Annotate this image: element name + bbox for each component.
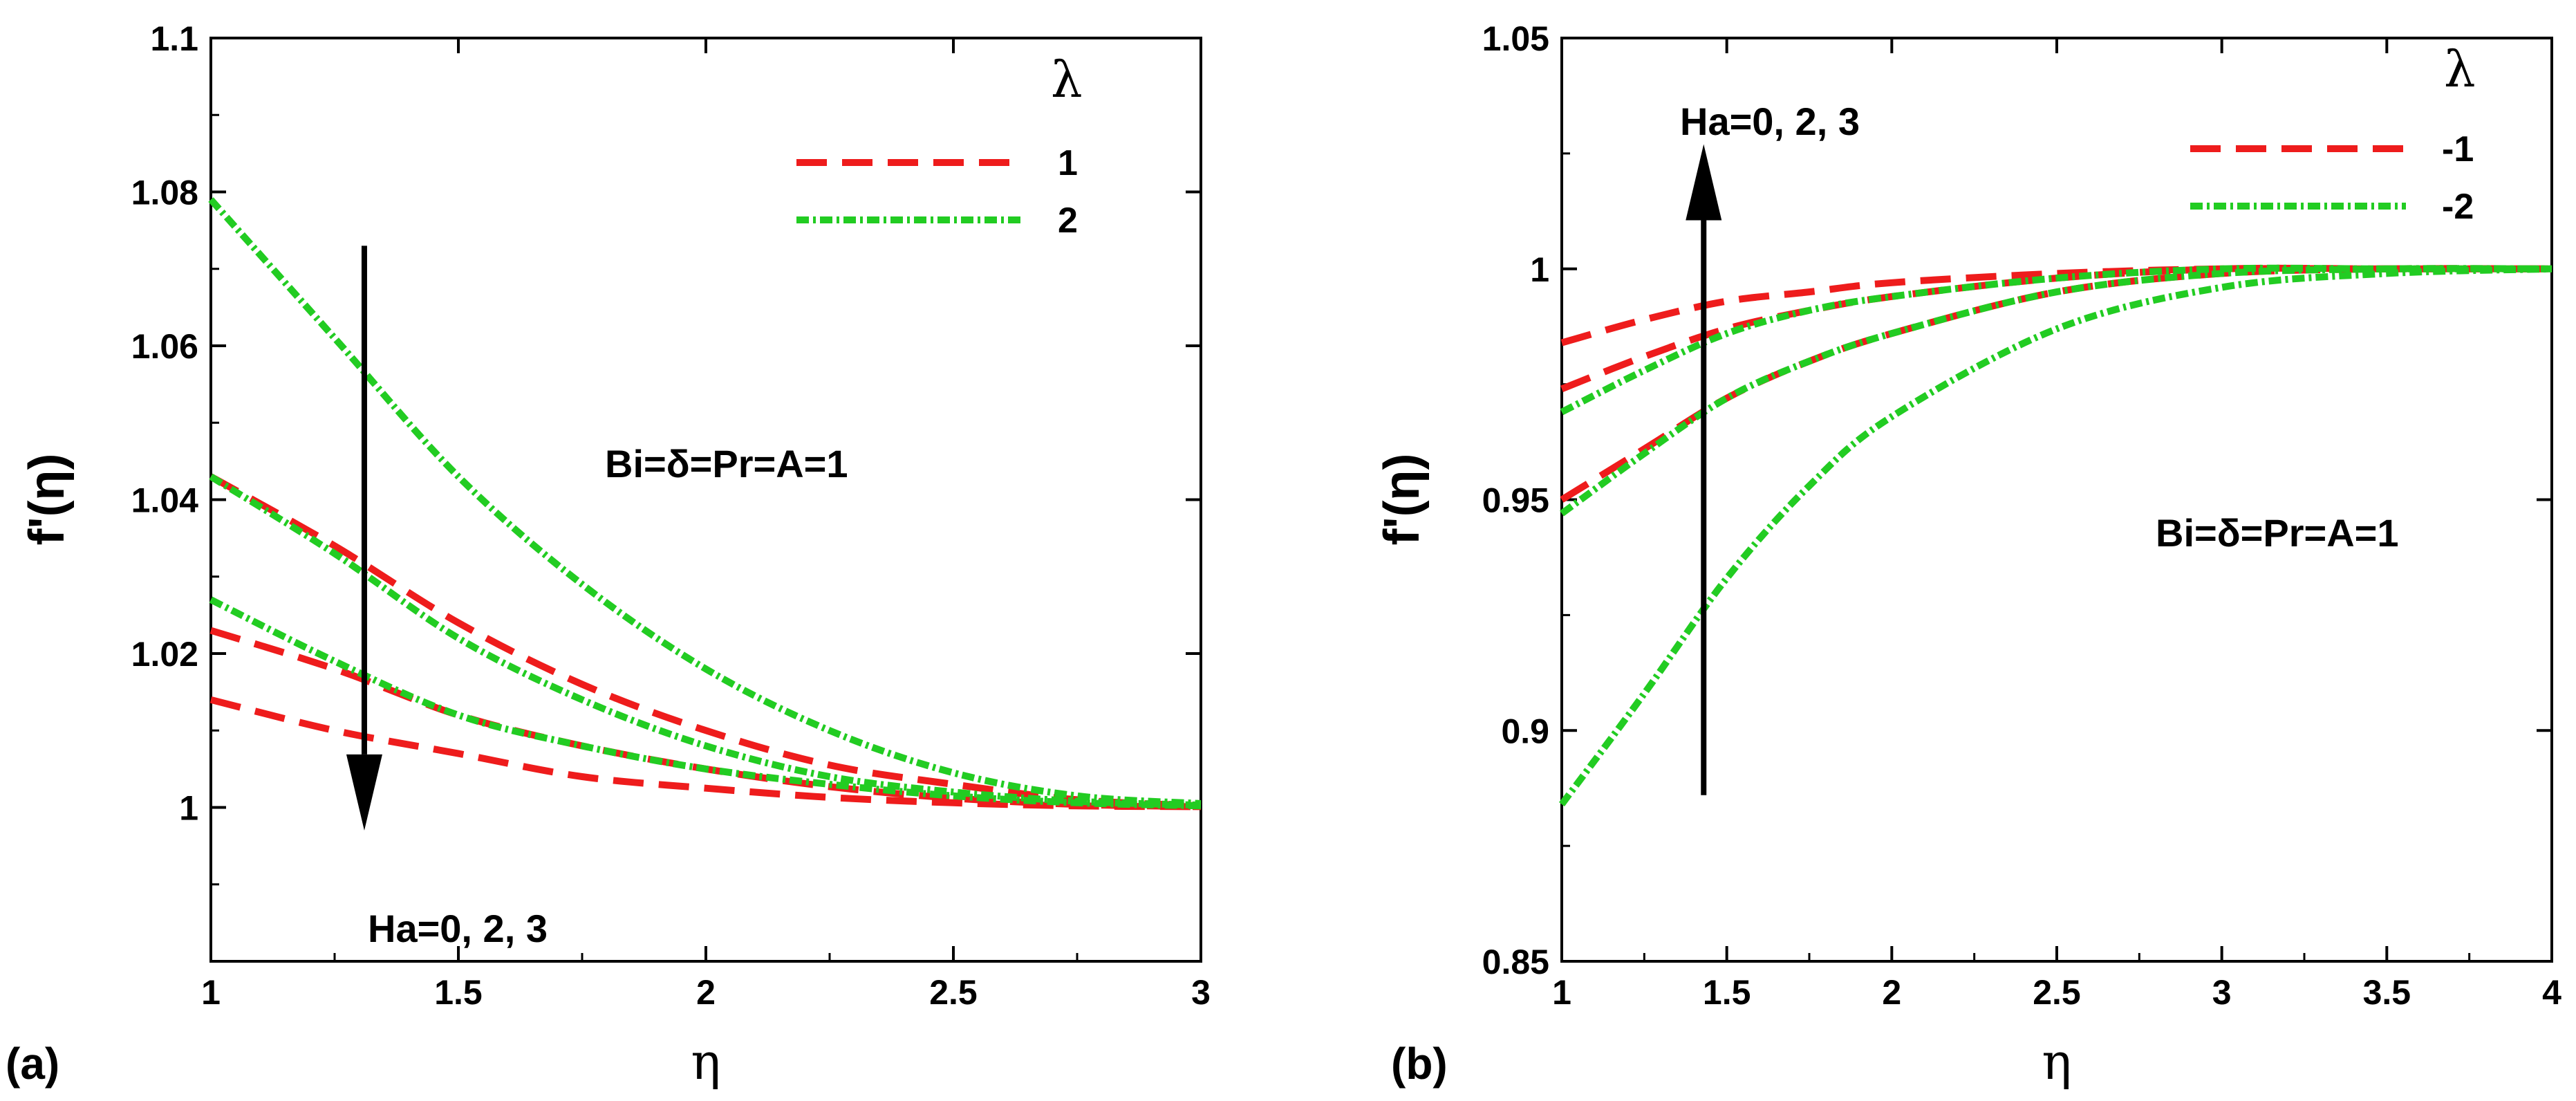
y-tick-label: 1.02 [131, 635, 198, 674]
y-tick-label: 1.06 [131, 327, 198, 366]
series-line [1560, 265, 2552, 346]
panel-a-ylabel: f'(η) [19, 453, 75, 545]
panel-b-params: Bi=δ=Pr=A=1 [2156, 511, 2399, 555]
series-line [208, 197, 1202, 807]
series-line [1560, 265, 2552, 517]
panel-a-ticks: 1 1.5 2 2.5 3 1 1.02 1.04 1.06 1.08 1.1 [131, 19, 1211, 1012]
y-tick-label: 1.08 [131, 174, 198, 212]
x-tick-label: 2 [1882, 973, 1901, 1012]
y-tick-label: 0.85 [1482, 943, 1549, 981]
panel-b-legend-title: λ [2444, 40, 2476, 98]
x-tick-label: 2 [696, 973, 716, 1012]
panel-b: 1 1.5 2 2.5 3 3.5 4 0.85 0.9 0.95 1 1.05 f'(η) η (b… [1374, 19, 2561, 1091]
y-tick-label: 0.9 [1501, 712, 1549, 750]
panel-b-arrow [1686, 144, 1722, 795]
arrow-head [346, 754, 382, 831]
panel-a-params: Bi=δ=Pr=A=1 [605, 442, 848, 485]
y-tick-label: 1.1 [150, 19, 198, 58]
panel-a-arrow-label: Ha=0, 2, 3 [368, 907, 548, 950]
panel-b-legend-label-2: -2 [2442, 187, 2474, 227]
panel-b-legend-label-1: -1 [2442, 129, 2474, 169]
x-tick-label: 2.5 [2033, 973, 2081, 1012]
panel-a-frame [209, 37, 1202, 963]
y-tick-label: 1.04 [131, 481, 199, 520]
panel-a-legend-label-1: 1 [1058, 143, 1078, 183]
x-tick-label: 1.5 [1703, 973, 1751, 1012]
series-line [1560, 264, 2552, 392]
series-line [1558, 265, 2552, 806]
series-line [209, 696, 1202, 811]
panel-a-label: (a) [6, 1039, 59, 1089]
x-tick-label: 1 [1552, 973, 1571, 1012]
arrow-head [1686, 144, 1722, 221]
panel-b-ticks: 1 1.5 2 2.5 3 3.5 4 0.85 0.9 0.95 1 1.05 [1482, 19, 2561, 1012]
y-tick-label: 1 [1530, 250, 1549, 289]
panel-a-curves [208, 197, 1202, 811]
panel-b-ylabel: f'(η) [1374, 453, 1430, 545]
panel-b-xlabel: η [2042, 1033, 2071, 1091]
y-tick-label: 0.95 [1482, 481, 1549, 520]
x-tick-label: 4 [2542, 973, 2561, 1012]
panel-a-arrow [346, 246, 382, 831]
panel-a-xlabel: η [691, 1033, 720, 1091]
x-tick-label: 2.5 [929, 973, 978, 1012]
panel-a-legend-title: λ [1051, 50, 1083, 109]
panel-a-legend-label-2: 2 [1058, 201, 1078, 241]
panel-b-curves [1558, 264, 2552, 806]
x-tick-label: 1.5 [434, 973, 483, 1012]
x-tick-label: 3 [1191, 973, 1211, 1012]
x-tick-label: 3.5 [2363, 973, 2411, 1012]
panel-a: 1 1.5 2 2.5 3 1 1.02 1.04 1.06 1.08 1.1 f'(η) η (a… [6, 19, 1211, 1091]
x-tick-label: 3 [2212, 973, 2232, 1012]
y-tick-label: 1.05 [1482, 19, 1549, 58]
x-tick-label: 1 [201, 973, 221, 1012]
series-line [1560, 264, 2552, 416]
y-tick-label: 1 [179, 789, 198, 828]
panel-b-arrow-label: Ha=0, 2, 3 [1680, 100, 1860, 143]
panel-b-label: (b) [1391, 1039, 1448, 1089]
